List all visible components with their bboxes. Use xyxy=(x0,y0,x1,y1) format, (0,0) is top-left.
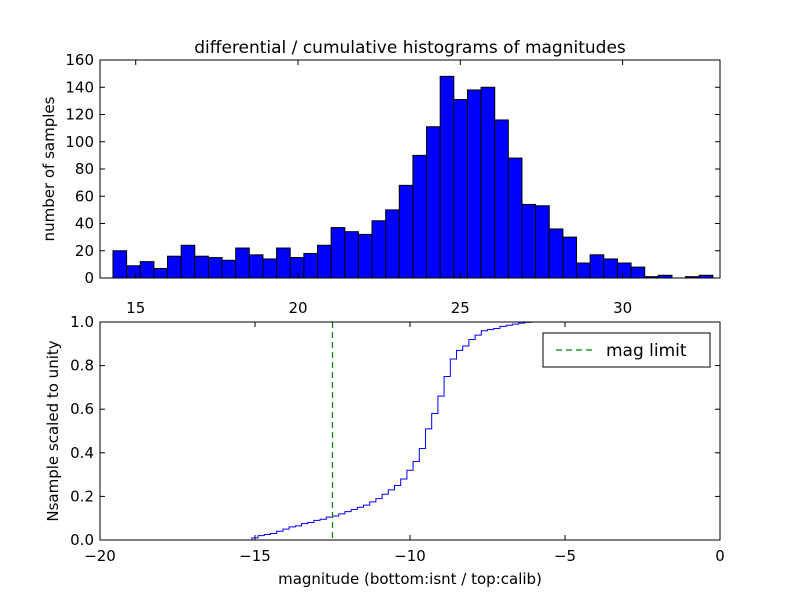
y-tick-label: 140 xyxy=(65,78,94,96)
cumulative-step-line xyxy=(100,321,721,541)
histogram-bar xyxy=(589,254,605,279)
x-tick-label: −15 xyxy=(239,547,271,565)
histogram-bar xyxy=(371,220,387,279)
histogram-bar xyxy=(507,157,523,279)
x-tick-label: 30 xyxy=(613,299,632,317)
histogram-bar xyxy=(126,265,141,279)
x-tick-label: −20 xyxy=(84,547,116,565)
y-tick-label: 0 xyxy=(84,269,94,287)
histogram-bar xyxy=(276,247,291,279)
histogram-bar xyxy=(153,267,169,279)
bottom-axes: 0.0 0.2 0.4 0.6 0.8 1.0 −20 −15 −10 −5 0 xyxy=(70,313,725,565)
histogram-bar xyxy=(194,255,209,279)
histogram-bar xyxy=(616,262,632,279)
histogram-bar xyxy=(535,205,550,279)
x-tick-label: −5 xyxy=(554,547,576,565)
x-tick-label: 0 xyxy=(715,547,725,565)
x-tick-label: 25 xyxy=(451,299,470,317)
histogram-bar xyxy=(330,227,346,279)
y-tick-label: 0.6 xyxy=(70,400,94,418)
histogram-bar xyxy=(426,126,441,279)
top-y-axis-label: number of samples xyxy=(40,96,58,241)
y-tick-label: 120 xyxy=(65,106,94,124)
histogram-bar xyxy=(603,258,618,279)
x-tick-label: 20 xyxy=(288,299,307,317)
histogram-bar xyxy=(139,261,155,279)
top-chart-title: differential / cumulative histograms of … xyxy=(194,38,626,58)
y-tick-label: 100 xyxy=(65,133,94,151)
bottom-x-axis-label: magnitude (bottom:isnt / top:calib) xyxy=(278,570,542,588)
histogram-bar xyxy=(562,236,578,279)
histogram-bar xyxy=(630,266,646,279)
histogram-bar xyxy=(303,252,318,279)
y-tick-label: 0.8 xyxy=(70,357,94,375)
histogram-bar xyxy=(494,119,509,279)
histogram-bar xyxy=(412,154,428,279)
top-axes: 0 20 40 60 80 100 120 140 160 15 20 25 30 xyxy=(65,51,720,317)
histogram-bar xyxy=(207,257,223,279)
y-tick-label: 0.0 xyxy=(70,531,94,549)
histogram-bar xyxy=(357,233,373,279)
histogram-bar xyxy=(480,86,496,279)
x-tick-label: −10 xyxy=(394,547,426,565)
histogram-bar xyxy=(289,257,305,279)
histogram-bar xyxy=(576,262,591,279)
histogram-bar xyxy=(112,250,128,279)
y-tick-label: 40 xyxy=(75,215,94,233)
top-histogram-bars xyxy=(112,75,714,279)
x-tick-label: 15 xyxy=(126,299,145,317)
histogram-bar xyxy=(180,244,196,279)
histogram-bar xyxy=(548,228,564,279)
y-tick-label: 0.4 xyxy=(70,444,94,462)
legend: mag limit xyxy=(542,332,711,368)
top-plot-frame xyxy=(99,59,721,279)
legend-label: mag limit xyxy=(606,341,687,361)
y-tick-label: 80 xyxy=(75,160,94,178)
y-tick-label: 0.2 xyxy=(70,487,94,505)
histogram-bar xyxy=(344,231,359,279)
y-tick-label: 60 xyxy=(75,187,94,205)
bottom-plot-frame xyxy=(99,321,721,541)
histogram-bar xyxy=(398,184,414,279)
histogram-bar xyxy=(453,99,468,279)
histogram-bar xyxy=(385,209,400,279)
y-tick-label: 20 xyxy=(75,242,94,260)
histogram-bar xyxy=(466,89,482,279)
histogram-bar xyxy=(221,259,237,279)
histogram-bar xyxy=(521,203,537,279)
histogram-bar xyxy=(167,255,182,279)
histogram-bar xyxy=(248,254,264,279)
y-tick-label: 160 xyxy=(65,51,94,69)
histogram-bar xyxy=(235,247,250,279)
histogram-bar xyxy=(316,244,332,279)
histogram-bar xyxy=(439,75,455,279)
bottom-y-axis-label: Nsample scaled to unity xyxy=(44,340,62,521)
y-tick-label: 1.0 xyxy=(70,313,94,331)
histogram-bar xyxy=(262,258,278,279)
